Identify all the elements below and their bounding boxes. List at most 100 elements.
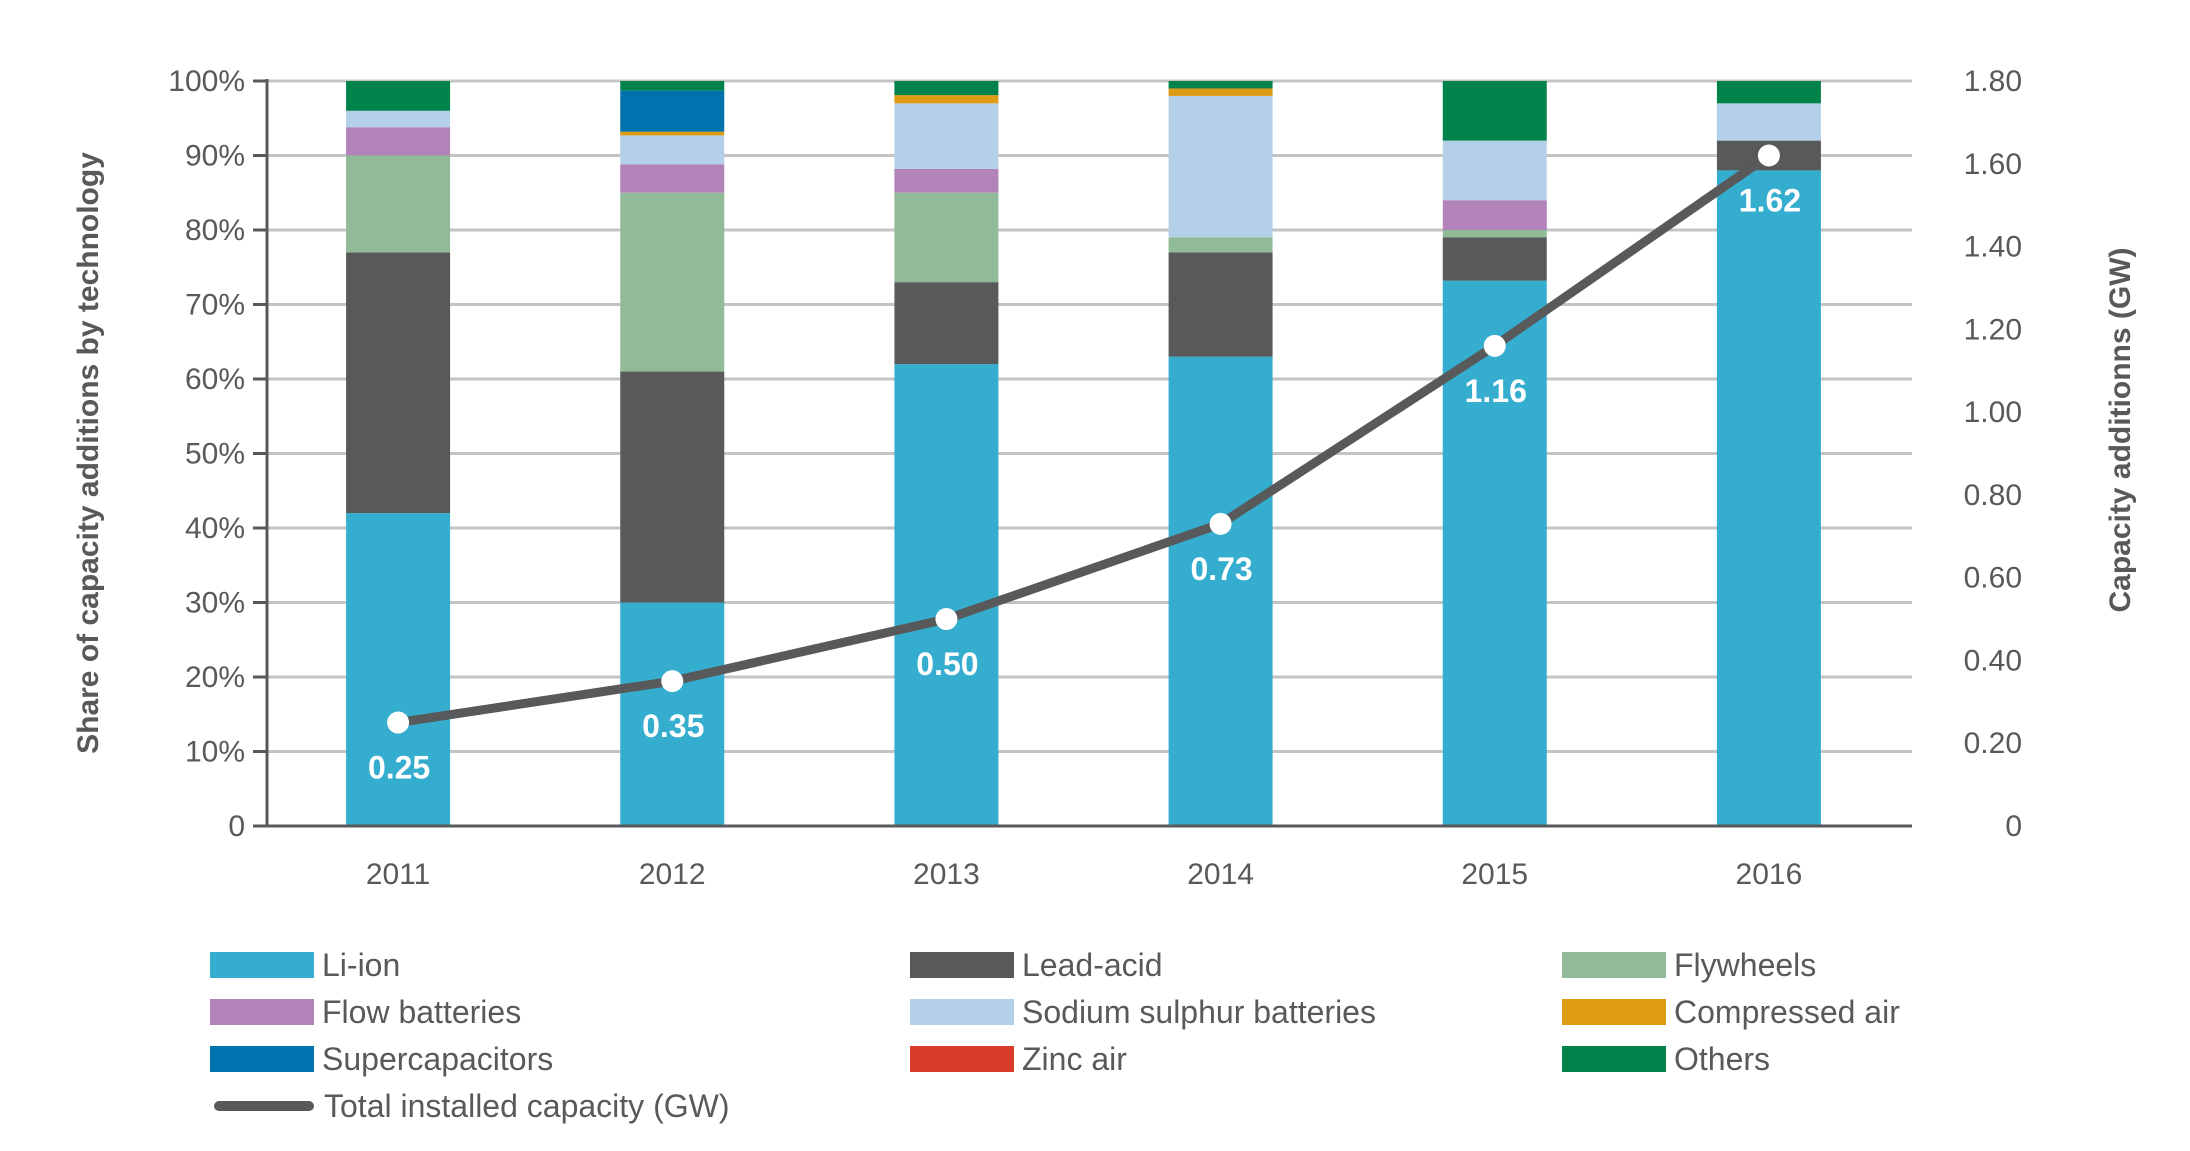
line-point <box>935 608 958 631</box>
line-path <box>397 151 1772 727</box>
line-point <box>661 670 684 693</box>
bar-segment-flywheels <box>894 192 999 283</box>
y-tick-label: 60% <box>185 363 245 396</box>
y-tick-label: 10% <box>185 736 245 769</box>
bar-segment-li-ion <box>346 513 451 826</box>
y-tick-label: 100% <box>168 65 245 98</box>
legend-item: Zinc air <box>910 1040 1127 1077</box>
data-label: 0.25 <box>368 750 430 786</box>
bar-segment-others <box>1716 81 1821 104</box>
legend-label: Total installed capacity (GW) <box>324 1087 730 1124</box>
legend-line-icon <box>214 1101 314 1111</box>
bars <box>346 81 1821 826</box>
x-tick-label: 2013 <box>913 858 980 891</box>
legend-label: Flywheels <box>1674 946 1817 983</box>
line-point <box>1209 512 1232 535</box>
axes: 0 10% 20% 30% 40% 50% 60% 70% 80% 90% 100% 0 0.20 0.4… <box>168 65 2022 891</box>
bar-segment-compressed-air <box>620 131 725 136</box>
x-tick-label: 2012 <box>639 858 706 891</box>
bar-segment-li-ion <box>620 602 725 826</box>
bar-segment-lead-acid <box>620 371 725 603</box>
bar-segment-others <box>346 81 451 111</box>
bar-segment-flywheels <box>346 155 451 253</box>
y-tick-label: 30% <box>185 587 245 620</box>
legend-swatch-icon <box>910 952 1014 978</box>
data-label: 0.50 <box>916 646 978 682</box>
y-tick-label: 70% <box>185 289 245 322</box>
bar-segment-flywheels <box>1442 230 1547 238</box>
data-label: 0.73 <box>1190 551 1252 587</box>
bar-segment-flow-batteries <box>1442 200 1547 230</box>
data-label: 1.16 <box>1465 373 1527 409</box>
legend-item: Li-ion <box>210 946 401 983</box>
y2-tick-label: 0.20 <box>1964 727 2022 760</box>
bar-segment-others <box>1168 81 1273 89</box>
y2-tick-label: 1.80 <box>1964 65 2022 98</box>
line-point <box>1483 334 1506 357</box>
data-label: 0.35 <box>642 708 704 744</box>
legend-swatch-icon <box>210 1046 314 1072</box>
chart: 0 10% 20% 30% 40% 50% 60% 70% 80% 90% 100% 0 0.20 0.4… <box>72 65 2137 891</box>
bar-segment-flow-batteries <box>346 127 451 156</box>
bar-segment-sodium-sulphur-batteries <box>1716 103 1821 141</box>
legend-item: Others <box>1562 1040 1771 1077</box>
x-tick-label: 2015 <box>1461 858 1528 891</box>
legend-label: Sodium sulphur batteries <box>1022 993 1376 1030</box>
legend-label: Zinc air <box>1022 1040 1127 1077</box>
bar-segment-lead-acid <box>1442 237 1547 281</box>
bar-segment-others <box>620 81 725 91</box>
legend-swatch-icon <box>210 999 314 1025</box>
bar-segment-lead-acid <box>894 282 999 365</box>
legend-label: Compressed air <box>1674 993 1900 1030</box>
legend-label: Lead-acid <box>1022 946 1163 983</box>
y2-tick-label: 0.80 <box>1964 479 2022 512</box>
bar-segment-sodium-sulphur-batteries <box>346 110 451 128</box>
bar-segment-sodium-sulphur-batteries <box>1168 95 1273 238</box>
bar-segment-sodium-sulphur-batteries <box>1442 140 1547 201</box>
bar-segment-supercapacitors <box>620 90 725 132</box>
x-tick-label: 2016 <box>1736 858 1803 891</box>
total-capacity-line: 0.25 0.35 0.50 0.73 1.16 1.62 <box>368 144 1801 786</box>
y2-tick-label: 1.20 <box>1964 313 2022 346</box>
bar-segment-li-ion <box>1168 356 1273 826</box>
x-tick-label: 2011 <box>366 858 431 891</box>
legend-swatch-icon <box>210 952 314 978</box>
legend-label: Supercapacitors <box>322 1040 554 1077</box>
data-label: 1.62 <box>1739 183 1801 219</box>
bar-segment-sodium-sulphur-batteries <box>620 135 725 165</box>
line-point <box>387 711 410 734</box>
y2-tick-label: 0 <box>2005 810 2022 843</box>
y2-tick-label: 1.40 <box>1964 231 2022 264</box>
bar-segment-flywheels <box>1168 237 1273 253</box>
y-tick-label: 0 <box>228 810 245 843</box>
bar-segment-flow-batteries <box>620 164 725 193</box>
bar-segment-lead-acid <box>346 252 451 514</box>
legend-swatch-icon <box>1562 1046 1666 1072</box>
bar-segment-compressed-air <box>894 95 999 104</box>
x-tick-label: 2014 <box>1187 858 1254 891</box>
legend-swatch-icon <box>910 999 1014 1025</box>
bar-segment-li-ion <box>1442 280 1547 826</box>
legend-swatch-icon <box>1562 999 1666 1025</box>
y-tick-label: 20% <box>185 661 245 694</box>
y-tick-label: 90% <box>185 140 245 173</box>
legend-item: Flywheels <box>1562 946 1817 983</box>
gridlines <box>267 79 1912 753</box>
y-axis-title: Share of capacity additions by technolog… <box>72 152 105 754</box>
legend-item: Sodium sulphur batteries <box>910 993 1376 1030</box>
bar-segment-sodium-sulphur-batteries <box>894 103 999 169</box>
y2-tick-label: 1.00 <box>1964 396 2022 429</box>
legend-item: Lead-acid <box>910 946 1163 983</box>
y-tick-label: 80% <box>185 214 245 247</box>
legend-item: Total installed capacity (GW) <box>210 1087 730 1124</box>
bar-segment-others <box>894 81 999 96</box>
y2-tick-label: 1.60 <box>1964 148 2022 181</box>
y-tick-label: 40% <box>185 512 245 545</box>
legend-label: Li-ion <box>322 946 401 983</box>
legend-swatch-icon <box>1562 952 1666 978</box>
legend-item: Compressed air <box>1562 993 1900 1030</box>
legend-label: Flow batteries <box>322 993 522 1030</box>
bar-segment-li-ion <box>1716 170 1821 826</box>
y-tick-label: 50% <box>185 438 245 471</box>
legend-label: Others <box>1674 1040 1771 1077</box>
